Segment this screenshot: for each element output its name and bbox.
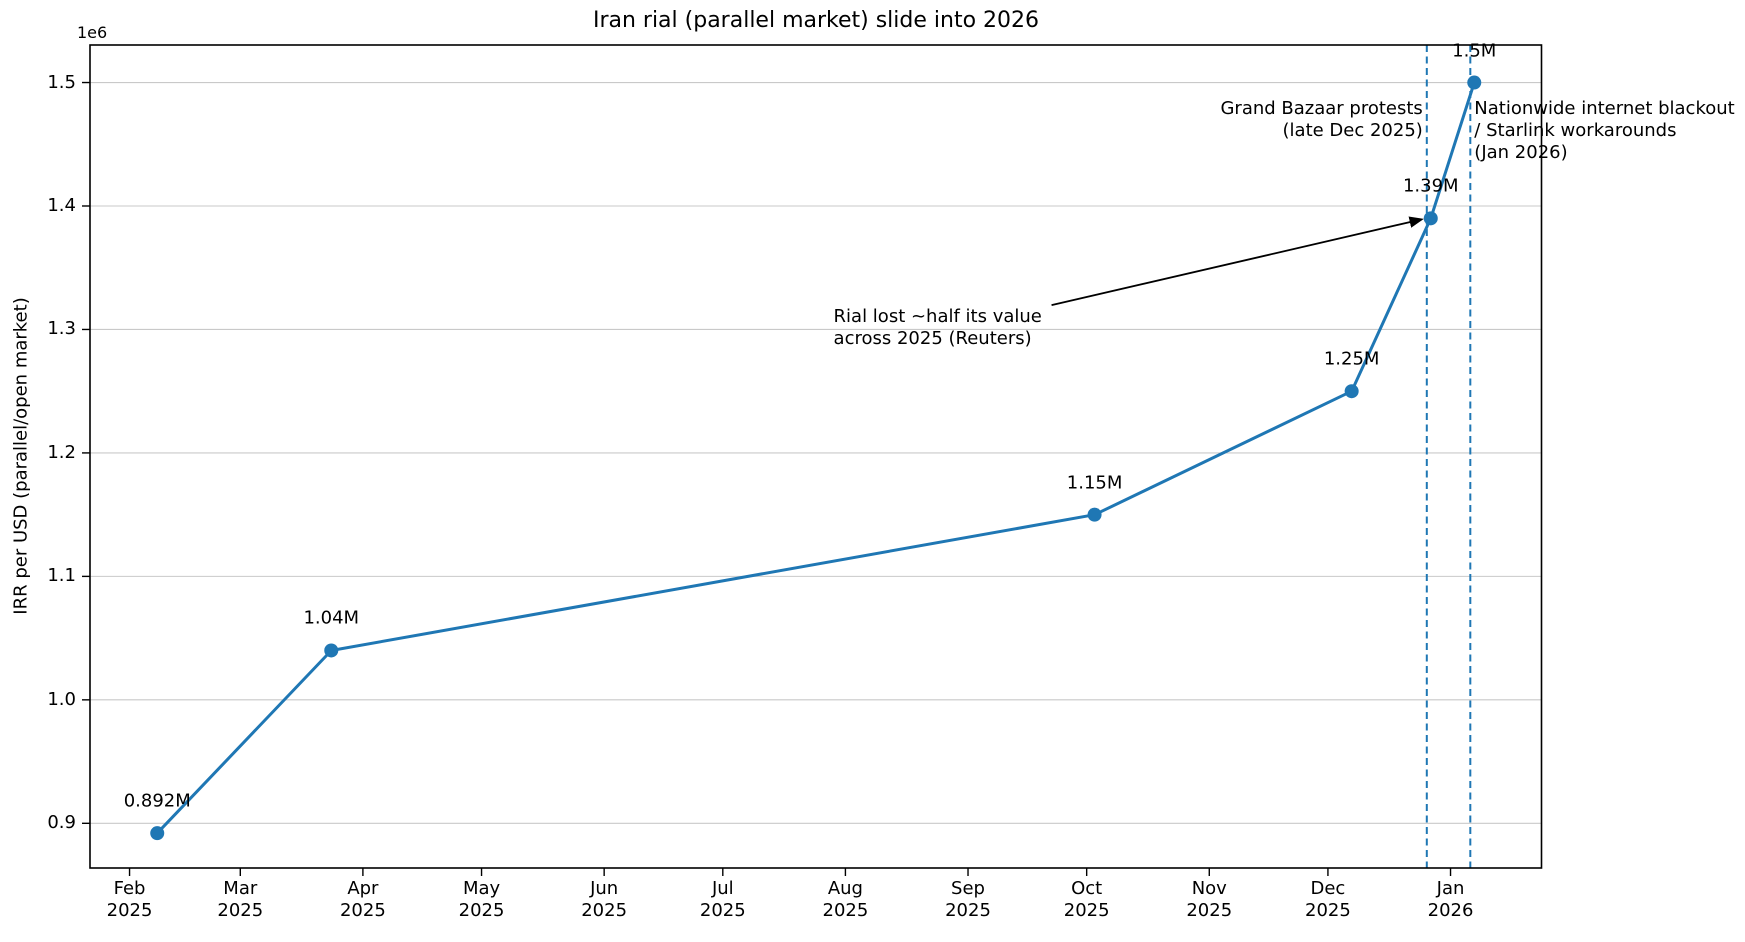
data-point [1467, 75, 1482, 90]
axes-frame [89, 44, 1543, 869]
data-point [1344, 384, 1359, 399]
data-series [150, 75, 1482, 841]
axes-spines [89, 44, 1543, 869]
tick-marks [82, 81, 1452, 876]
trend-line [155, 81, 1476, 835]
annotation-arrow [1051, 216, 1424, 306]
arrow-line [1051, 216, 1424, 306]
gridlines [90, 81, 1542, 824]
data-point [324, 643, 339, 658]
event-vlines [1425, 45, 1472, 868]
data-point [1423, 211, 1438, 226]
data-point [150, 826, 165, 841]
data-point [1087, 507, 1102, 522]
